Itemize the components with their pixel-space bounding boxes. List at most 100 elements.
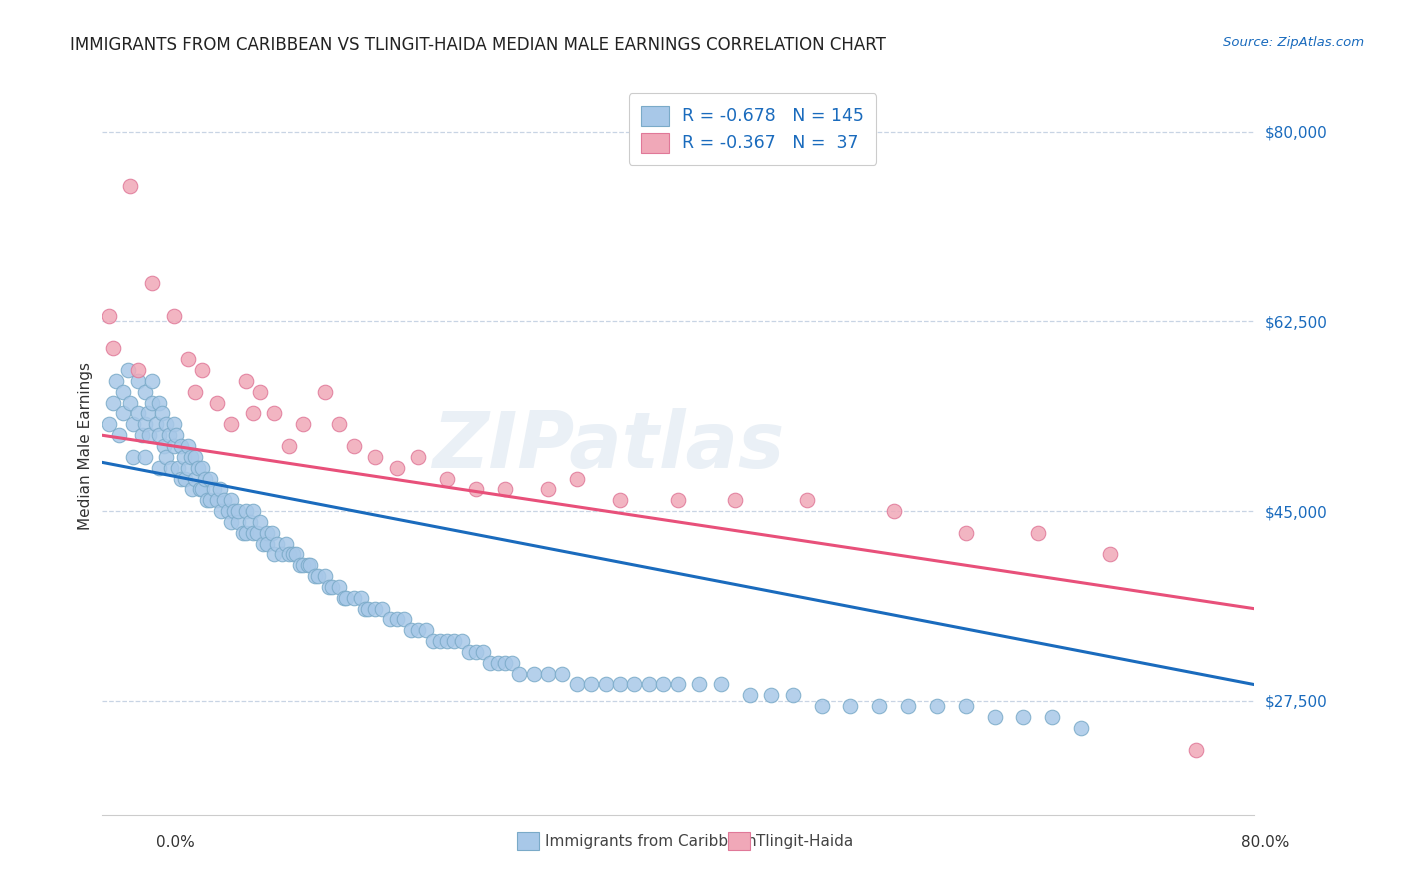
Text: 0.0%: 0.0%	[156, 836, 195, 850]
Point	[422, 634, 444, 648]
Point	[184, 450, 207, 464]
Point	[983, 710, 1005, 724]
Point	[157, 428, 180, 442]
Point	[260, 525, 283, 540]
Point	[955, 699, 977, 714]
Point	[281, 548, 304, 562]
Point	[117, 363, 139, 377]
Point	[494, 656, 516, 670]
Point	[565, 677, 588, 691]
Point	[212, 493, 235, 508]
Point	[371, 601, 394, 615]
Point	[138, 428, 160, 442]
Point	[152, 439, 174, 453]
Point	[108, 428, 131, 442]
Point	[173, 450, 195, 464]
Point	[508, 666, 530, 681]
Point	[235, 374, 257, 388]
Point	[443, 634, 465, 648]
Point	[101, 395, 124, 409]
Point	[219, 493, 242, 508]
Point	[350, 591, 373, 605]
Point	[170, 439, 193, 453]
Point	[343, 439, 366, 453]
Point	[205, 395, 228, 409]
Point	[450, 634, 472, 648]
Point	[724, 493, 747, 508]
Point	[127, 407, 149, 421]
Point	[242, 504, 264, 518]
Point	[666, 493, 689, 508]
Point	[292, 417, 315, 432]
Point	[112, 407, 135, 421]
Point	[868, 699, 890, 714]
Point	[232, 525, 254, 540]
Point	[180, 450, 202, 464]
Point	[162, 439, 184, 453]
Point	[177, 460, 200, 475]
Point	[297, 558, 319, 573]
Point	[429, 634, 451, 648]
Point	[148, 395, 170, 409]
Point	[688, 677, 710, 691]
Point	[623, 677, 645, 691]
Point	[415, 624, 437, 638]
Point	[141, 374, 163, 388]
Point	[666, 677, 689, 691]
Point	[810, 699, 832, 714]
Point	[191, 460, 214, 475]
Point	[494, 483, 516, 497]
Point	[266, 536, 288, 550]
Point	[122, 417, 145, 432]
Point	[796, 493, 818, 508]
Point	[122, 450, 145, 464]
Point	[219, 515, 242, 529]
Point	[457, 645, 479, 659]
Text: Source: ZipAtlas.com: Source: ZipAtlas.com	[1223, 36, 1364, 49]
Point	[166, 428, 188, 442]
Y-axis label: Median Male Earnings: Median Male Earnings	[79, 362, 93, 530]
Point	[523, 666, 546, 681]
Point	[155, 450, 177, 464]
Point	[270, 548, 292, 562]
Point	[328, 580, 350, 594]
Point	[202, 483, 225, 497]
Point	[205, 493, 228, 508]
Point	[897, 699, 920, 714]
Point	[134, 417, 156, 432]
Point	[364, 601, 387, 615]
Point	[148, 460, 170, 475]
Point	[925, 699, 948, 714]
Point	[1012, 710, 1035, 724]
Point	[392, 612, 415, 626]
Point	[127, 374, 149, 388]
Point	[120, 178, 142, 193]
Point	[1070, 721, 1092, 735]
Point	[274, 536, 297, 550]
Text: Immigrants from Caribbean: Immigrants from Caribbean	[544, 834, 756, 848]
Point	[184, 471, 207, 485]
Point	[1026, 525, 1049, 540]
Text: 80.0%: 80.0%	[1241, 836, 1289, 850]
Point	[710, 677, 733, 691]
Point	[551, 666, 574, 681]
Point	[332, 591, 354, 605]
Point	[465, 645, 488, 659]
Point	[883, 504, 905, 518]
Point	[187, 460, 209, 475]
Point	[209, 504, 232, 518]
Point	[256, 525, 278, 540]
Point	[246, 525, 269, 540]
Point	[150, 407, 173, 421]
Point	[652, 677, 675, 691]
Point	[537, 483, 560, 497]
Point	[738, 689, 761, 703]
Point	[1098, 548, 1121, 562]
Point	[228, 504, 250, 518]
Point	[184, 384, 207, 399]
Point	[148, 428, 170, 442]
Point	[581, 677, 603, 691]
Point	[285, 548, 308, 562]
Point	[263, 407, 285, 421]
Point	[249, 384, 271, 399]
